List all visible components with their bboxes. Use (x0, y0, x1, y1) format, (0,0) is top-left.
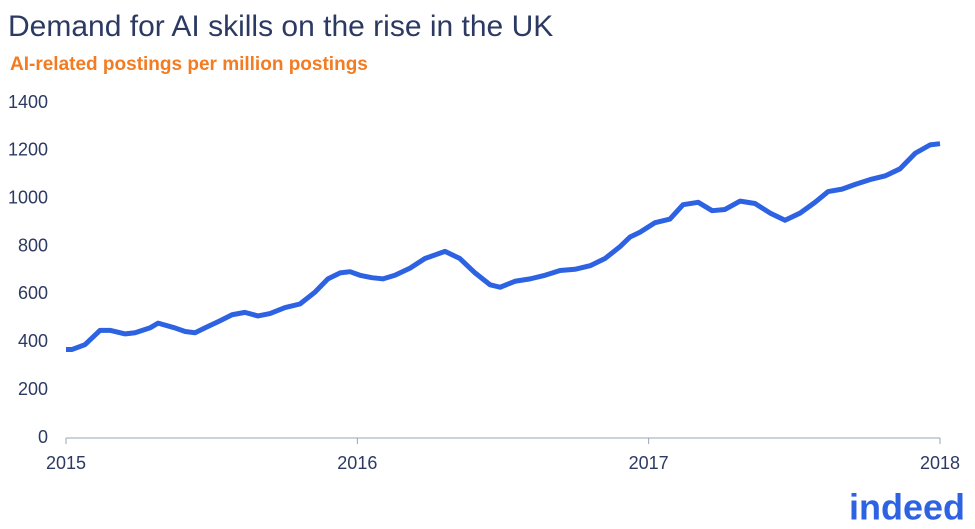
y-tick-label: 800 (18, 235, 48, 255)
x-tick-label: 2018 (920, 453, 960, 473)
chart-subtitle: AI-related postings per million postings (10, 54, 368, 75)
y-tick-label: 1200 (8, 140, 48, 160)
y-tick-label: 0 (38, 427, 48, 447)
chart-title: Demand for AI skills on the rise in the … (8, 10, 553, 43)
x-tick-label: 2016 (337, 453, 377, 473)
x-tick-label: 2017 (629, 453, 669, 473)
x-tick-label: 2015 (46, 453, 86, 473)
y-tick-label: 200 (18, 379, 48, 399)
y-tick-label: 400 (18, 331, 48, 351)
y-tick-label: 1400 (8, 92, 48, 112)
y-tick-label: 600 (18, 283, 48, 303)
data-line (66, 141, 941, 352)
y-tick-label: 1000 (8, 187, 48, 207)
logo: indeed (849, 487, 965, 528)
